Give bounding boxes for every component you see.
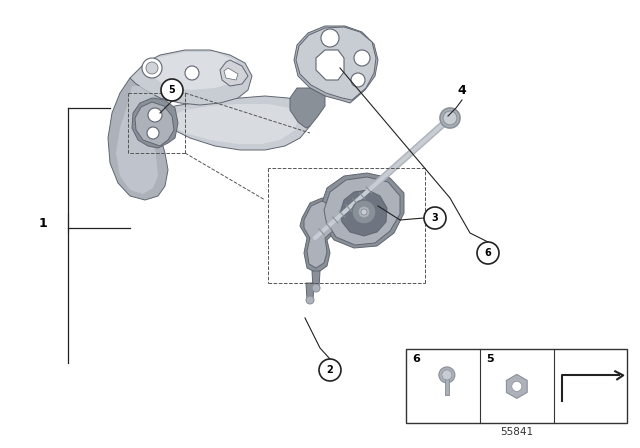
Polygon shape [340,190,387,236]
Polygon shape [316,50,344,80]
Text: 55841: 55841 [500,427,533,437]
Polygon shape [135,102,174,146]
Polygon shape [324,177,400,245]
Polygon shape [296,27,376,100]
Circle shape [161,79,183,101]
Polygon shape [220,60,248,86]
Circle shape [477,242,499,264]
Text: 5: 5 [486,354,493,364]
Circle shape [146,62,158,74]
Polygon shape [294,26,378,103]
Circle shape [321,29,339,47]
Circle shape [319,359,341,381]
Circle shape [354,50,370,66]
Circle shape [358,206,370,218]
Circle shape [142,58,162,78]
Polygon shape [158,96,312,150]
Text: 6: 6 [412,354,420,364]
Circle shape [306,296,314,304]
Circle shape [352,200,376,224]
Circle shape [148,108,162,122]
Circle shape [351,73,365,87]
Text: 1: 1 [38,216,47,229]
Circle shape [361,209,367,215]
Polygon shape [132,98,178,148]
Circle shape [424,207,446,229]
Text: 4: 4 [458,83,467,96]
Circle shape [147,127,159,139]
Polygon shape [320,173,404,248]
Circle shape [442,370,452,380]
FancyBboxPatch shape [406,349,627,423]
Polygon shape [108,78,168,200]
Text: 2: 2 [326,365,333,375]
Polygon shape [306,283,314,300]
Circle shape [439,367,455,383]
Polygon shape [300,198,340,273]
Text: 3: 3 [431,213,438,223]
Text: 6: 6 [484,248,492,258]
Circle shape [443,111,457,125]
Polygon shape [153,52,242,90]
Polygon shape [312,271,320,288]
Text: 5: 5 [168,85,175,95]
Polygon shape [304,201,337,268]
Polygon shape [168,104,298,144]
Circle shape [512,381,522,392]
Polygon shape [130,50,252,105]
Polygon shape [224,68,238,80]
Polygon shape [290,88,325,128]
Circle shape [312,284,320,292]
Polygon shape [116,86,158,194]
Circle shape [185,66,199,80]
Circle shape [440,108,460,128]
